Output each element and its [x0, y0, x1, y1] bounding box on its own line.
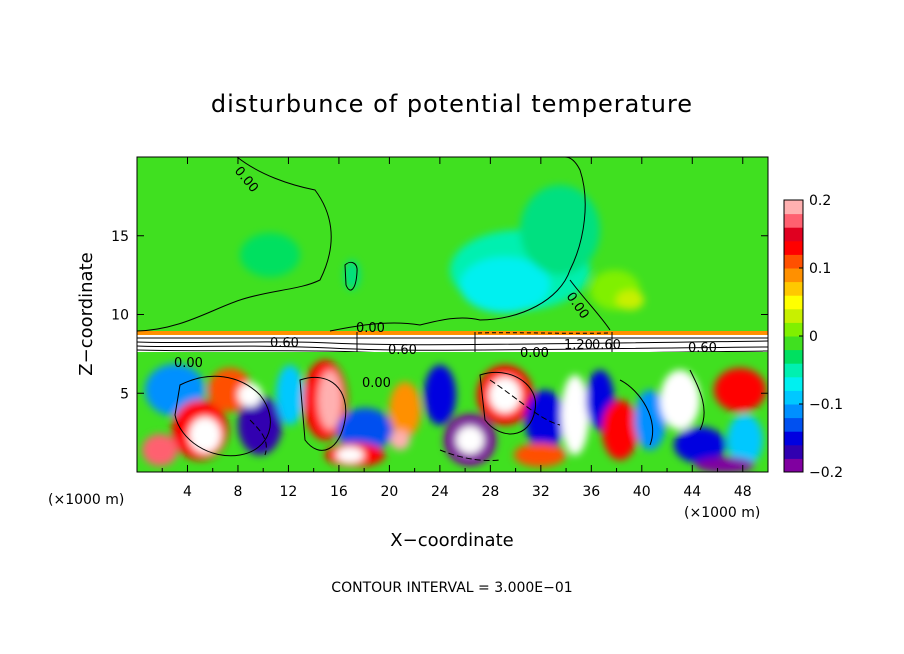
contour-interval-note: CONTOUR INTERVAL = 3.000E−01 [331, 580, 572, 596]
x-tick-label: 16 [330, 484, 348, 500]
x-tick-label: 20 [380, 484, 398, 500]
colorbar-swatch [784, 376, 803, 391]
colorbar-tick-label: 0.2 [809, 193, 831, 209]
lower-layer-cells [142, 360, 766, 472]
contour-label: 0.00 [520, 346, 549, 361]
colorbar-tick-label: −0.2 [809, 465, 843, 481]
contour-label: 0.60 [388, 343, 417, 358]
colorbar-swatch [784, 458, 803, 473]
x-axis-label: X−coordinate [390, 530, 513, 551]
contour-lines [137, 157, 705, 461]
colorbar-swatch [784, 390, 803, 405]
x-tick-label: 8 [233, 484, 242, 500]
y-tick-label: 15 [111, 229, 129, 245]
x-tick-label: 48 [734, 484, 752, 500]
y-axis-label: Z−coordinate [76, 252, 97, 375]
tropopause-band [137, 331, 768, 335]
x-tick-label: 32 [532, 484, 550, 500]
colorbar-swatch [784, 417, 803, 432]
colorbar-swatch [784, 268, 803, 283]
x-unit-right: (×1000 m) [684, 505, 760, 521]
x-tick-label: 24 [431, 484, 449, 500]
chart-title: disturbunce of potential temperature [211, 90, 693, 118]
colorbar-tick-label: 0.1 [809, 261, 831, 277]
colorbar-tick-label: 0 [809, 329, 818, 345]
y-axis: 5 10 15 [111, 229, 768, 402]
contour-label: 0.00 [362, 376, 391, 391]
upper-layer-anomalies [240, 185, 644, 313]
x-tick-label: 44 [683, 484, 701, 500]
colorbar-swatch [784, 336, 803, 351]
contour-label: 0.60 [592, 338, 621, 353]
contour-label: 0.00 [174, 356, 203, 371]
contour-label: 1.20 [564, 338, 593, 353]
colorbar-swatch [784, 363, 803, 378]
colorbar-swatch [784, 431, 803, 446]
colorbar-tick-label: −0.1 [809, 397, 843, 413]
colorbar-swatch [784, 213, 803, 228]
heatmap-field [137, 157, 768, 472]
colorbar-swatch [784, 200, 803, 215]
y-tick-label: 10 [111, 308, 129, 324]
colorbar-swatch [784, 240, 803, 255]
upper-layer [137, 157, 768, 332]
colorbar-swatch [784, 227, 803, 242]
x-tick-label: 12 [280, 484, 298, 500]
colorbar: 0.2 0.1 0 −0.1 −0.2 [783, 193, 843, 481]
colorbar-swatch [784, 281, 803, 296]
x-tick-label: 36 [582, 484, 600, 500]
colorbar-swatch [784, 404, 803, 419]
colorbar-swatch [784, 444, 803, 459]
x-axis: 4 8 12 16 20 24 28 32 36 40 44 48 [161, 157, 752, 500]
colorbar-swatch [784, 349, 803, 364]
colorbar-swatch [784, 322, 803, 337]
y-tick-label: 5 [120, 386, 129, 402]
x-tick-label: 28 [481, 484, 499, 500]
contour-label: 0.60 [270, 336, 299, 351]
x-tick-label: 4 [183, 484, 192, 500]
x-unit-left: (×1000 m) [48, 492, 124, 508]
contour-label: 0.00 [356, 321, 385, 336]
colorbar-swatch [784, 295, 803, 310]
contour-label: 0.60 [688, 341, 717, 356]
colorbar-swatch [784, 254, 803, 269]
x-tick-label: 40 [633, 484, 651, 500]
colorbar-swatch [784, 308, 803, 323]
